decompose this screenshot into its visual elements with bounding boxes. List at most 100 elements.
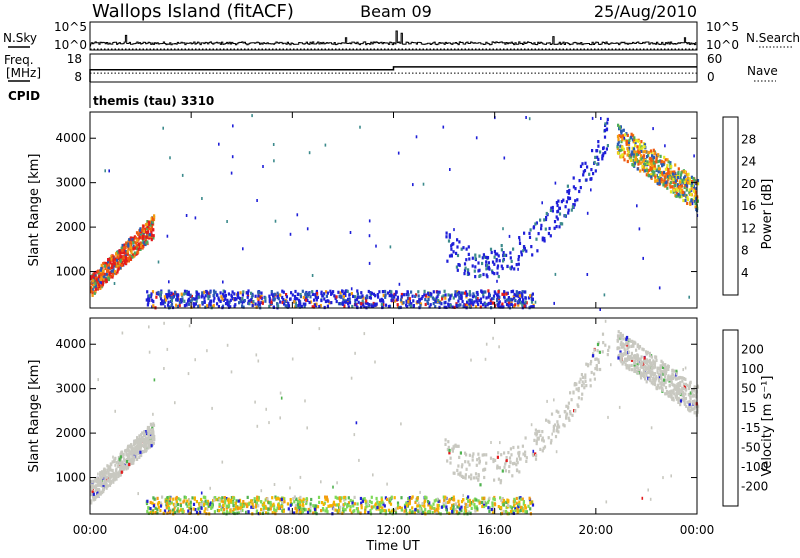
- echo-cell: [176, 509, 179, 513]
- echo-cell: [129, 254, 133, 258]
- echo-cell: [642, 362, 645, 366]
- echo-cell: [673, 188, 676, 192]
- echo-cell: [623, 150, 626, 155]
- echo-cell: [429, 303, 432, 307]
- echo-cell: [489, 301, 492, 305]
- echo-cell: [341, 511, 344, 515]
- echo-cell: [460, 291, 463, 295]
- echo-cell: [463, 268, 467, 272]
- echo-cell: [671, 368, 674, 372]
- echo-cell: [114, 469, 118, 473]
- echo-cell: [93, 495, 96, 499]
- echo-cell: [289, 503, 292, 507]
- echo-cell: [630, 152, 634, 156]
- echo-cell: [688, 384, 691, 389]
- echo-cell: [201, 301, 204, 305]
- echo-cell: [449, 303, 452, 308]
- echo-cell: [272, 305, 275, 309]
- echo-cell: [112, 256, 115, 260]
- echo-cell: [603, 135, 607, 139]
- echo-cell: [406, 304, 409, 309]
- echo-cell: [294, 504, 297, 508]
- echo-cell: [393, 295, 396, 299]
- echo-cell: [380, 297, 383, 301]
- echo-cell: [633, 355, 637, 359]
- echo-cell: [166, 497, 169, 502]
- echo-cell: [473, 503, 476, 507]
- echo-cell: [660, 386, 663, 390]
- echo-cell: [314, 293, 317, 297]
- echo-cell: [161, 495, 164, 499]
- echo-cell: [497, 451, 500, 455]
- echo-cell: [135, 444, 138, 448]
- echo-cell: [108, 476, 111, 480]
- echo-cell: [242, 247, 244, 251]
- echo-cell: [432, 502, 435, 506]
- echo-cell: [662, 163, 665, 167]
- echo-cell: [452, 445, 455, 449]
- echo-cell: [663, 179, 666, 183]
- echo-cell: [437, 298, 440, 302]
- echo-cell: [212, 303, 215, 308]
- echo-cell: [278, 505, 281, 509]
- echo-cell: [658, 178, 661, 182]
- echo-cell: [314, 504, 317, 508]
- echo-cell: [462, 498, 465, 502]
- echo-cell: [152, 300, 155, 304]
- echo-cell: [215, 498, 218, 502]
- echo-cell: [224, 302, 228, 306]
- echo-cell: [137, 247, 140, 251]
- echo-cell: [597, 144, 600, 148]
- echo-cell: [459, 471, 462, 475]
- echo-cell: [436, 504, 439, 508]
- echo-cell: [655, 160, 658, 164]
- echo-cell: [367, 289, 370, 294]
- echo-cell: [316, 292, 319, 296]
- echo-cell: [572, 391, 575, 395]
- echo-cell: [260, 294, 263, 298]
- echo-cell: [363, 497, 366, 501]
- echo-cell: [359, 295, 362, 299]
- echo-cell: [637, 367, 640, 371]
- echo-cell: [640, 154, 643, 158]
- echo-cell: [188, 324, 191, 328]
- echo-cell: [680, 388, 683, 392]
- echo-cell: [579, 186, 582, 190]
- echo-cell: [667, 394, 670, 398]
- echo-cell: [631, 138, 634, 142]
- echo-cell: [525, 510, 528, 514]
- echo-cell: [619, 342, 622, 346]
- echo-cell: [510, 506, 513, 510]
- echo-cell: [486, 303, 489, 307]
- echo-cell: [372, 304, 375, 308]
- echo-cell: [638, 146, 641, 150]
- echo-cell: [314, 507, 317, 511]
- echo-cell: [368, 219, 371, 223]
- echo-cell: [424, 294, 427, 298]
- echo-cell: [685, 184, 689, 188]
- echo-cell: [467, 495, 470, 499]
- echo-cell: [449, 294, 452, 298]
- echo-cell: [445, 231, 448, 235]
- echo-cell: [226, 298, 229, 302]
- echo-cell: [507, 503, 510, 507]
- colorbar-tick-label: 8: [741, 244, 749, 258]
- echo-cell: [296, 297, 299, 301]
- echo-cell: [485, 461, 488, 465]
- echo-cell: [102, 262, 105, 266]
- echo-cell: [685, 188, 688, 192]
- echo-cell: [226, 220, 228, 223]
- echo-cell: [655, 386, 658, 390]
- echo-cell: [319, 304, 322, 308]
- echo-cell: [618, 126, 621, 130]
- echo-cell: [503, 465, 506, 469]
- echo-cell: [121, 243, 124, 248]
- echo-cell: [380, 498, 383, 502]
- echo-cell: [332, 507, 335, 511]
- echo-cell: [150, 233, 153, 237]
- echo-cell: [666, 172, 669, 176]
- echo-cell: [657, 379, 661, 383]
- echo-cell: [512, 462, 515, 466]
- echo-cell: [628, 146, 631, 150]
- echo-cell: [597, 341, 600, 345]
